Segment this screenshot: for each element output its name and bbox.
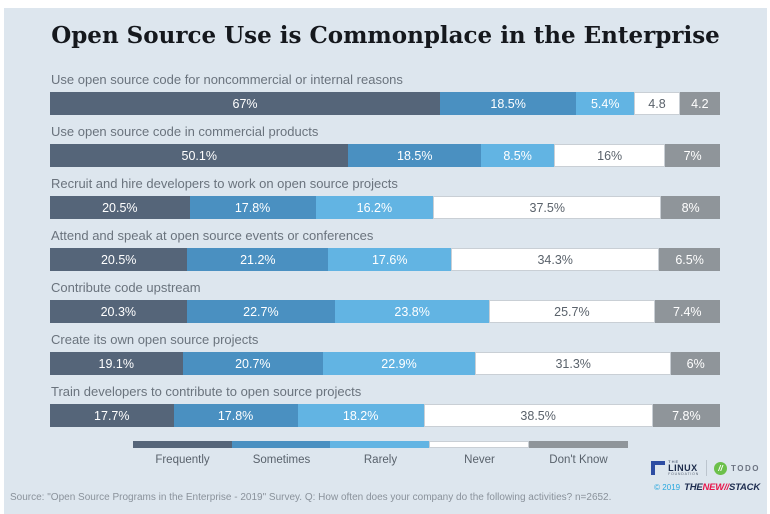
thenewstack-wordmark: THENEW//STACK bbox=[684, 482, 760, 493]
stacked-bar: 17.7% 17.8% 18.2% 38.5% 7.8% bbox=[50, 404, 720, 427]
chart-row: Create its own open source projects 19.1%… bbox=[50, 332, 720, 375]
stacked-bar: 20.3% 22.7% 23.8% 25.7% 7.4% bbox=[50, 300, 720, 323]
todo-label: TODO bbox=[731, 463, 760, 473]
bar-segment-frequently: 20.5% bbox=[50, 248, 188, 271]
chart-canvas: Open Source Use is Commonplace in the En… bbox=[4, 8, 767, 514]
legend-swatch-sometimes bbox=[231, 441, 331, 448]
bar-segment-dont_know: 6% bbox=[671, 352, 720, 375]
chart-row: Use open source code for noncommercial o… bbox=[50, 72, 720, 115]
bar-segment-frequently: 17.7% bbox=[50, 404, 174, 427]
legend-swatch-rarely bbox=[330, 441, 429, 448]
category-label: Recruit and hire developers to work on o… bbox=[51, 176, 398, 191]
legend: Frequently Sometimes Rarely Never Don't Know bbox=[133, 441, 628, 466]
source-note: Source: "Open Source Programs in the Ent… bbox=[10, 492, 612, 503]
bar-segment-sometimes: 22.7% bbox=[186, 300, 336, 323]
legend-swatch-frequently bbox=[133, 441, 232, 448]
bar-segment-dont_know: 7% bbox=[665, 144, 721, 167]
linux-foundation-name: LINUX bbox=[668, 463, 698, 473]
todo-slashes-icon: // bbox=[714, 461, 728, 475]
chart: Use open source code for noncommercial o… bbox=[50, 72, 721, 436]
stacked-bar: 20.5% 17.8% 16.2% 37.5% 8% bbox=[50, 196, 720, 219]
bar-segment-never: 31.3% bbox=[474, 352, 672, 375]
logo-divider bbox=[706, 460, 708, 477]
bar-segment-rarely: 17.6% bbox=[328, 248, 452, 271]
bar-segment-sometimes: 18.5% bbox=[348, 144, 482, 167]
chart-row: Train developers to contribute to open s… bbox=[50, 384, 720, 427]
brand-slashes: // bbox=[724, 481, 729, 493]
stacked-bar: 19.1% 20.7% 22.9% 31.3% 6% bbox=[50, 352, 720, 375]
chart-title: Open Source Use is Commonplace in the En… bbox=[51, 22, 720, 49]
linux-foundation-wordmark: THE LINUX FOUNDATION bbox=[668, 460, 699, 477]
category-label: Use open source code for noncommercial o… bbox=[51, 72, 403, 87]
chart-row: Contribute code upstream 20.3% 22.7% 23.8% 2… bbox=[50, 280, 720, 323]
chart-row: Use open source code in commercial produ… bbox=[50, 124, 721, 167]
newstack-credit: © 2019 THENEW//STACK bbox=[651, 482, 760, 493]
bar-segment-dont_know: 6.5% bbox=[659, 248, 720, 271]
legend-label: Frequently bbox=[155, 454, 210, 466]
bar-segment-sometimes: 17.8% bbox=[189, 196, 316, 219]
legend-label: Don't Know bbox=[549, 454, 608, 466]
bar-segment-rarely: 16.2% bbox=[315, 196, 434, 219]
brand-the: THE bbox=[684, 481, 703, 493]
bar-segment-rarely: 22.9% bbox=[323, 352, 475, 375]
bar-segment-frequently: 20.3% bbox=[50, 300, 187, 323]
category-label: Use open source code in commercial produ… bbox=[51, 124, 319, 139]
bar-segment-rarely: 5.4% bbox=[576, 92, 635, 115]
chart-row: Recruit and hire developers to work on o… bbox=[50, 176, 720, 219]
category-label: Create its own open source projects bbox=[51, 332, 259, 347]
bar-segment-never: 38.5% bbox=[423, 404, 653, 427]
legend-labels: Frequently Sometimes Rarely Never Don't Know bbox=[133, 454, 628, 466]
stacked-bar: 20.5% 21.2% 17.6% 34.3% 6.5% bbox=[50, 248, 720, 271]
legend-swatch-never bbox=[428, 441, 530, 448]
bar-segment-frequently: 50.1% bbox=[50, 144, 349, 167]
bar-segment-dont_know: 7.4% bbox=[654, 300, 720, 323]
bar-segment-sometimes: 18.5% bbox=[440, 92, 577, 115]
legend-label: Sometimes bbox=[252, 454, 311, 466]
bar-segment-dont_know: 7.8% bbox=[652, 404, 720, 427]
bar-segment-dont_know: 8% bbox=[661, 196, 720, 219]
bar-segment-never: 37.5% bbox=[433, 196, 662, 219]
bar-segment-never: 4.8 bbox=[634, 92, 680, 115]
bar-segment-sometimes: 17.8% bbox=[173, 404, 298, 427]
legend-label: Never bbox=[464, 454, 495, 466]
bar-segment-rarely: 23.8% bbox=[335, 300, 490, 323]
bar-segment-frequently: 19.1% bbox=[50, 352, 183, 375]
linux-foundation-sub: FOUNDATION bbox=[668, 472, 700, 476]
bar-segment-frequently: 20.5% bbox=[50, 196, 190, 219]
bar-segment-dont_know: 4.2 bbox=[679, 92, 720, 115]
bar-segment-rarely: 18.2% bbox=[297, 404, 424, 427]
bar-segment-never: 34.3% bbox=[451, 248, 660, 271]
copyright-year: © 2019 bbox=[654, 482, 681, 492]
category-label: Contribute code upstream bbox=[51, 280, 201, 295]
brand-new: NEW bbox=[702, 481, 725, 493]
legend-label: Rarely bbox=[363, 454, 398, 466]
category-label: Train developers to contribute to open s… bbox=[51, 384, 362, 399]
legend-bar bbox=[133, 441, 628, 448]
linux-foundation-logo: THE LINUX FOUNDATION bbox=[651, 460, 699, 477]
bar-segment-sometimes: 20.7% bbox=[182, 352, 324, 375]
chart-row: Attend and speak at open source events o… bbox=[50, 228, 720, 271]
bar-segment-frequently: 67% bbox=[50, 92, 441, 115]
footer-logos: THE LINUX FOUNDATION // TODO © 2019 THEN… bbox=[651, 460, 760, 493]
brand-stack: STACK bbox=[728, 481, 760, 493]
stacked-bar: 67% 18.5% 5.4% 4.8 4.2 bbox=[50, 92, 720, 115]
todo-logo: // TODO bbox=[714, 461, 760, 475]
category-label: Attend and speak at open source events o… bbox=[51, 228, 374, 243]
linux-foundation-icon bbox=[651, 461, 666, 476]
stacked-bar: 50.1% 18.5% 8.5% 16% 7% bbox=[50, 144, 721, 167]
linux-foundation-the: THE bbox=[668, 459, 680, 464]
bar-segment-never: 25.7% bbox=[489, 300, 655, 323]
bar-segment-sometimes: 21.2% bbox=[187, 248, 329, 271]
legend-swatch-dont_know bbox=[529, 441, 628, 448]
logo-row: THE LINUX FOUNDATION // TODO bbox=[651, 460, 760, 477]
bar-segment-never: 16% bbox=[554, 144, 666, 167]
bar-segment-rarely: 8.5% bbox=[481, 144, 555, 167]
